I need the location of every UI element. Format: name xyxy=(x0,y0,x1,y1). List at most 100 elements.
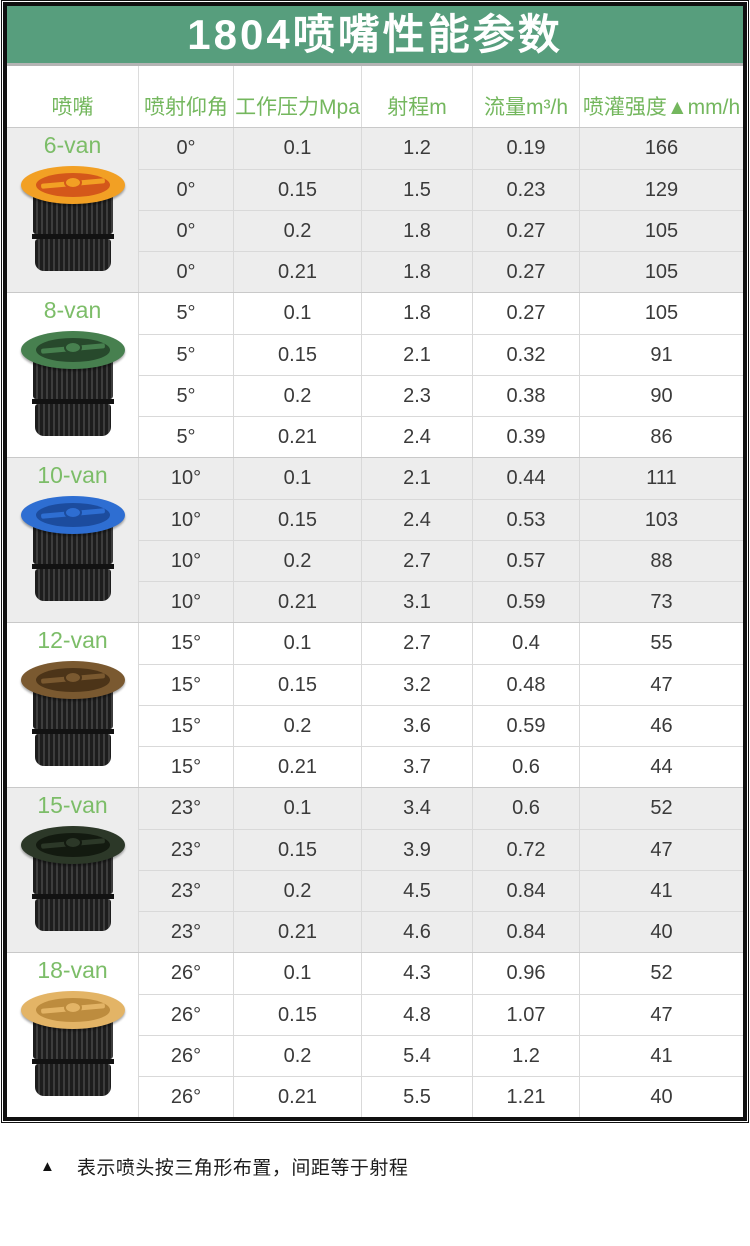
nozzle-body-lower xyxy=(34,404,111,437)
nozzle-cell-15-van: 15-van xyxy=(7,788,138,952)
cell-intensity: 105 xyxy=(579,210,743,251)
cell-pressure: 0.21 xyxy=(233,416,361,457)
cell-intensity: 91 xyxy=(579,334,743,375)
cell-flow: 0.27 xyxy=(472,293,579,334)
cell-flow: 0.19 xyxy=(472,128,579,169)
nozzle-cell-10-van: 10-van xyxy=(7,458,138,622)
header-cell-4: 流量m³/h xyxy=(472,66,579,127)
cell-intensity: 44 xyxy=(579,746,743,787)
cell-elevation-angle: 23° xyxy=(138,870,233,911)
cell-range: 4.5 xyxy=(361,870,472,911)
header-cell-5: 喷灌强度▲mm/h xyxy=(579,66,743,127)
cell-pressure: 0.21 xyxy=(233,746,361,787)
nozzle-body-lower xyxy=(34,1064,111,1097)
cell-flow: 0.38 xyxy=(472,375,579,416)
cell-range: 4.8 xyxy=(361,994,472,1035)
cell-flow: 0.57 xyxy=(472,540,579,581)
cell-range: 1.2 xyxy=(361,128,472,169)
cell-elevation-angle: 23° xyxy=(138,788,233,829)
cell-pressure: 0.1 xyxy=(233,293,361,334)
nozzle-image-12-van xyxy=(18,661,128,767)
nozzle-cell-6-van: 6-van xyxy=(7,128,138,292)
group-label: 10-van xyxy=(37,462,108,488)
cell-flow: 1.07 xyxy=(472,994,579,1035)
cell-flow: 0.27 xyxy=(472,251,579,292)
nozzle-image-10-van xyxy=(18,496,128,602)
cell-elevation-angle: 0° xyxy=(138,128,233,169)
cell-elevation-angle: 10° xyxy=(138,458,233,499)
cell-pressure: 0.2 xyxy=(233,1035,361,1076)
nozzle-image-6-van xyxy=(18,166,128,272)
nozzle-body-lower xyxy=(34,899,111,932)
cell-elevation-angle: 23° xyxy=(138,911,233,952)
nozzle-cap xyxy=(20,331,125,370)
cell-elevation-angle: 26° xyxy=(138,1035,233,1076)
cell-flow: 0.53 xyxy=(472,499,579,540)
nozzle-group-10-van: 10-van 10° 0.1 2.1 0.44 111 10° 0.15 2.4 0.53 103 1… xyxy=(7,457,743,622)
nozzle-groove xyxy=(31,399,114,405)
cell-elevation-angle: 26° xyxy=(138,994,233,1035)
group-label: 15-van xyxy=(37,792,108,818)
nozzle-cap-hub xyxy=(63,1001,82,1015)
header-cell-1: 喷射仰角 xyxy=(138,66,233,127)
cell-flow: 0.96 xyxy=(472,953,579,994)
cell-intensity: 52 xyxy=(579,953,743,994)
cell-pressure: 0.21 xyxy=(233,911,361,952)
nozzle-cap-hub xyxy=(63,506,82,520)
cell-intensity: 166 xyxy=(579,128,743,169)
cell-pressure: 0.21 xyxy=(233,1076,361,1117)
cell-intensity: 41 xyxy=(579,1035,743,1076)
cell-elevation-angle: 5° xyxy=(138,416,233,457)
cell-pressure: 0.2 xyxy=(233,210,361,251)
nozzle-groove xyxy=(31,1059,114,1065)
cell-elevation-angle: 15° xyxy=(138,705,233,746)
page-title: 1804喷嘴性能参数 xyxy=(187,10,563,58)
nozzle-cell-8-van: 8-van xyxy=(7,293,138,457)
cell-range: 5.4 xyxy=(361,1035,472,1076)
cell-flow: 0.84 xyxy=(472,870,579,911)
cell-elevation-angle: 26° xyxy=(138,953,233,994)
cell-range: 3.9 xyxy=(361,829,472,870)
cell-flow: 0.39 xyxy=(472,416,579,457)
cell-elevation-angle: 5° xyxy=(138,293,233,334)
cell-range: 2.7 xyxy=(361,623,472,664)
group-label: 18-van xyxy=(37,957,108,983)
cell-elevation-angle: 5° xyxy=(138,375,233,416)
nozzle-groove xyxy=(31,564,114,570)
cell-range: 5.5 xyxy=(361,1076,472,1117)
cell-intensity: 40 xyxy=(579,1076,743,1117)
nozzle-group-18-van: 18-van 26° 0.1 4.3 0.96 52 26° 0.15 4.8 1.07 47 26°… xyxy=(7,952,743,1117)
cell-flow: 0.72 xyxy=(472,829,579,870)
cell-flow: 0.6 xyxy=(472,746,579,787)
cell-flow: 0.59 xyxy=(472,705,579,746)
nozzle-groove xyxy=(31,234,114,240)
cell-elevation-angle: 26° xyxy=(138,1076,233,1117)
nozzle-cap-hub xyxy=(63,671,82,685)
nozzle-image-8-van xyxy=(18,331,128,437)
nozzle-cap xyxy=(20,991,125,1030)
cell-flow: 0.84 xyxy=(472,911,579,952)
cell-range: 2.1 xyxy=(361,334,472,375)
cell-flow: 0.59 xyxy=(472,581,579,622)
cell-intensity: 52 xyxy=(579,788,743,829)
cell-intensity: 47 xyxy=(579,829,743,870)
cell-flow: 0.4 xyxy=(472,623,579,664)
cell-pressure: 0.2 xyxy=(233,705,361,746)
cell-range: 1.5 xyxy=(361,169,472,210)
cell-elevation-angle: 10° xyxy=(138,499,233,540)
nozzle-groove xyxy=(31,729,114,735)
cell-elevation-angle: 10° xyxy=(138,581,233,622)
nozzle-cap xyxy=(20,826,125,865)
nozzle-group-12-van: 12-van 15° 0.1 2.7 0.4 55 15° 0.15 3.2 0.48 47 15° 0… xyxy=(7,622,743,787)
cell-intensity: 103 xyxy=(579,499,743,540)
triangle-icon: ▲ xyxy=(40,1158,55,1175)
group-label: 12-van xyxy=(37,627,108,653)
nozzle-cap-hub xyxy=(63,176,82,190)
cell-pressure: 0.21 xyxy=(233,251,361,292)
cell-pressure: 0.21 xyxy=(233,581,361,622)
cell-range: 3.1 xyxy=(361,581,472,622)
cell-flow: 1.2 xyxy=(472,1035,579,1076)
cell-pressure: 0.15 xyxy=(233,499,361,540)
cell-range: 1.8 xyxy=(361,210,472,251)
